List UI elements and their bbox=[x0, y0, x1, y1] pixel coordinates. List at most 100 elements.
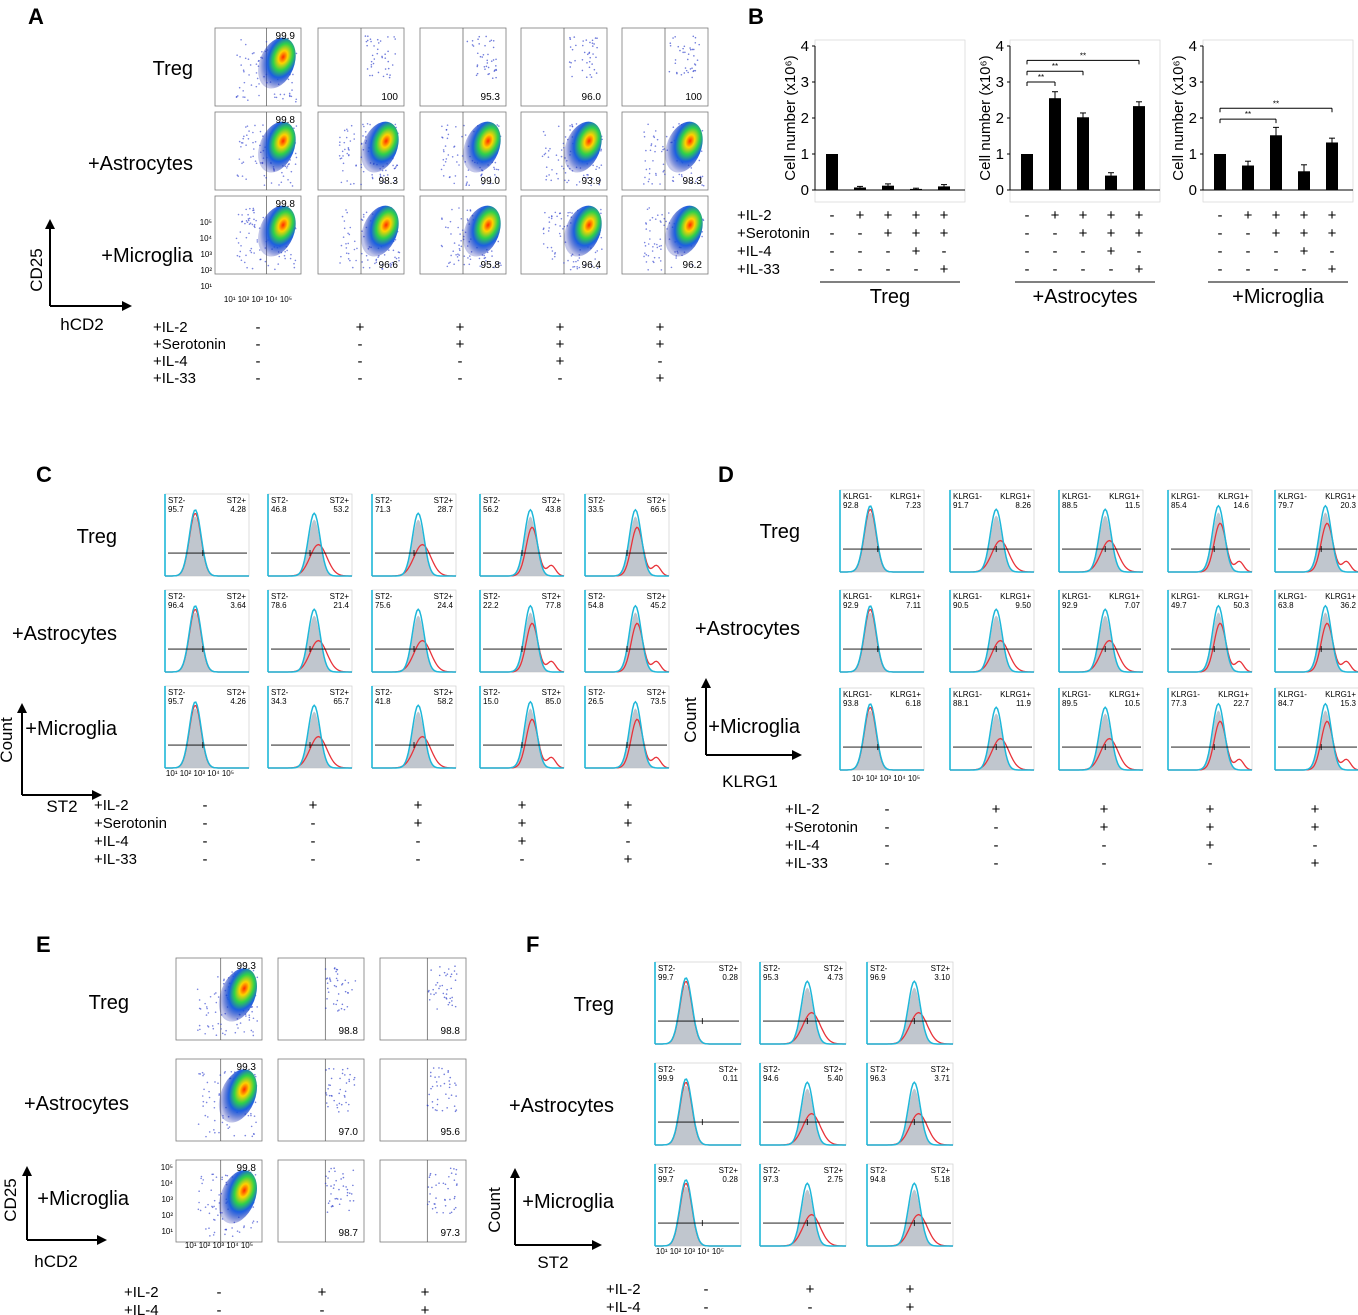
event-dot bbox=[445, 993, 448, 995]
event-dot bbox=[645, 228, 648, 230]
event-dot bbox=[591, 42, 594, 44]
condA-sign: - bbox=[358, 370, 363, 387]
event-dot bbox=[557, 177, 559, 180]
gate-neg-value: 96.4 bbox=[168, 601, 184, 610]
event-dot bbox=[204, 1002, 206, 1005]
event-dot bbox=[394, 38, 397, 40]
event-dot bbox=[492, 59, 495, 61]
event-dot bbox=[662, 148, 664, 151]
event-dot bbox=[246, 266, 248, 269]
gate-neg-label: KLRG1- bbox=[1171, 492, 1200, 501]
event-dot bbox=[660, 221, 662, 223]
event-dot bbox=[561, 165, 563, 168]
hist-fill bbox=[268, 711, 352, 768]
event-dot bbox=[349, 259, 351, 262]
event-dot bbox=[454, 965, 456, 968]
event-dot bbox=[198, 999, 201, 1001]
event-dot bbox=[645, 168, 648, 171]
event-dot bbox=[563, 146, 565, 149]
event-dot bbox=[458, 244, 460, 246]
event-dot bbox=[349, 1200, 351, 1202]
event-dot bbox=[438, 974, 441, 977]
event-dot bbox=[465, 184, 468, 186]
condC-sign: - bbox=[311, 833, 316, 850]
condition-sign: + bbox=[1328, 261, 1337, 278]
gate-neg-value: 89.5 bbox=[1062, 699, 1078, 708]
event-dot bbox=[251, 223, 254, 226]
gate-neg-value: 71.3 bbox=[375, 505, 391, 514]
event-dot bbox=[581, 69, 584, 72]
event-dot bbox=[590, 263, 592, 265]
condF-sign: - bbox=[808, 1299, 813, 1315]
event-dot bbox=[205, 1006, 208, 1008]
event-dot bbox=[658, 245, 661, 248]
condF-sign: - bbox=[704, 1299, 709, 1315]
event-dot bbox=[548, 216, 550, 219]
panel-label-C: C bbox=[36, 462, 52, 487]
event-dot bbox=[345, 1101, 347, 1104]
event-dot bbox=[394, 53, 397, 55]
gate-neg-label: ST2- bbox=[658, 1166, 676, 1175]
condition-sign: + bbox=[1107, 225, 1116, 242]
hist-blue-line bbox=[268, 704, 352, 769]
event-dot bbox=[350, 1193, 353, 1195]
event-dot bbox=[254, 140, 257, 143]
hist-fill bbox=[1275, 512, 1358, 572]
event-dot bbox=[371, 173, 373, 176]
event-dot bbox=[244, 222, 246, 225]
event-dot bbox=[292, 73, 294, 76]
event-dot bbox=[245, 126, 247, 128]
event-dot bbox=[244, 57, 247, 60]
gate-value: 99.3 bbox=[237, 961, 257, 972]
event-dot bbox=[214, 1131, 216, 1134]
event-dot bbox=[347, 1110, 349, 1112]
gate-neg-label: ST2- bbox=[763, 1065, 781, 1074]
event-dot bbox=[346, 211, 348, 214]
event-dot bbox=[444, 1199, 446, 1201]
event-dot bbox=[338, 1188, 340, 1191]
event-dot bbox=[691, 48, 694, 51]
gate-pos-label: KLRG1+ bbox=[890, 592, 921, 601]
event-dot bbox=[701, 129, 704, 132]
hist-fill bbox=[655, 984, 741, 1044]
event-dot bbox=[248, 1014, 251, 1016]
event-dot bbox=[562, 227, 564, 230]
event-dot bbox=[330, 1077, 333, 1080]
event-dot bbox=[337, 1010, 339, 1012]
event-dot bbox=[329, 978, 331, 981]
event-dot bbox=[447, 1187, 449, 1190]
gate-neg-value: 34.3 bbox=[271, 697, 287, 706]
gate-pos-value: 6.18 bbox=[905, 699, 921, 708]
event-dot bbox=[247, 138, 250, 140]
event-dot bbox=[651, 183, 653, 185]
condition-sign: - bbox=[1081, 243, 1086, 260]
condE-sign: + bbox=[421, 1302, 430, 1315]
event-dot bbox=[567, 179, 570, 182]
event-dot bbox=[550, 217, 553, 220]
gate-neg-label: ST2- bbox=[658, 1065, 676, 1074]
gate-pos-label: ST2+ bbox=[227, 688, 247, 697]
event-dot bbox=[381, 264, 384, 266]
event-dot bbox=[370, 60, 373, 63]
event-dot bbox=[441, 1067, 443, 1070]
event-dot bbox=[660, 248, 662, 250]
condition-sign: - bbox=[942, 243, 947, 260]
gate-neg-label: KLRG1- bbox=[1278, 690, 1307, 699]
event-dot bbox=[225, 1029, 227, 1032]
event-dot bbox=[446, 137, 449, 140]
event-dot bbox=[542, 130, 545, 133]
event-dot bbox=[221, 1032, 224, 1035]
event-dot bbox=[559, 225, 561, 227]
event-dot bbox=[372, 62, 375, 65]
event-dot bbox=[224, 1174, 227, 1177]
bar bbox=[826, 154, 838, 190]
event-dot bbox=[662, 171, 665, 173]
condition-sign: + bbox=[1328, 207, 1337, 224]
event-dot bbox=[211, 1173, 213, 1176]
event-dot bbox=[248, 74, 250, 76]
event-dot bbox=[253, 52, 255, 54]
event-dot bbox=[486, 59, 489, 62]
density-cloud bbox=[258, 121, 296, 173]
condD-sign: + bbox=[992, 801, 1001, 818]
